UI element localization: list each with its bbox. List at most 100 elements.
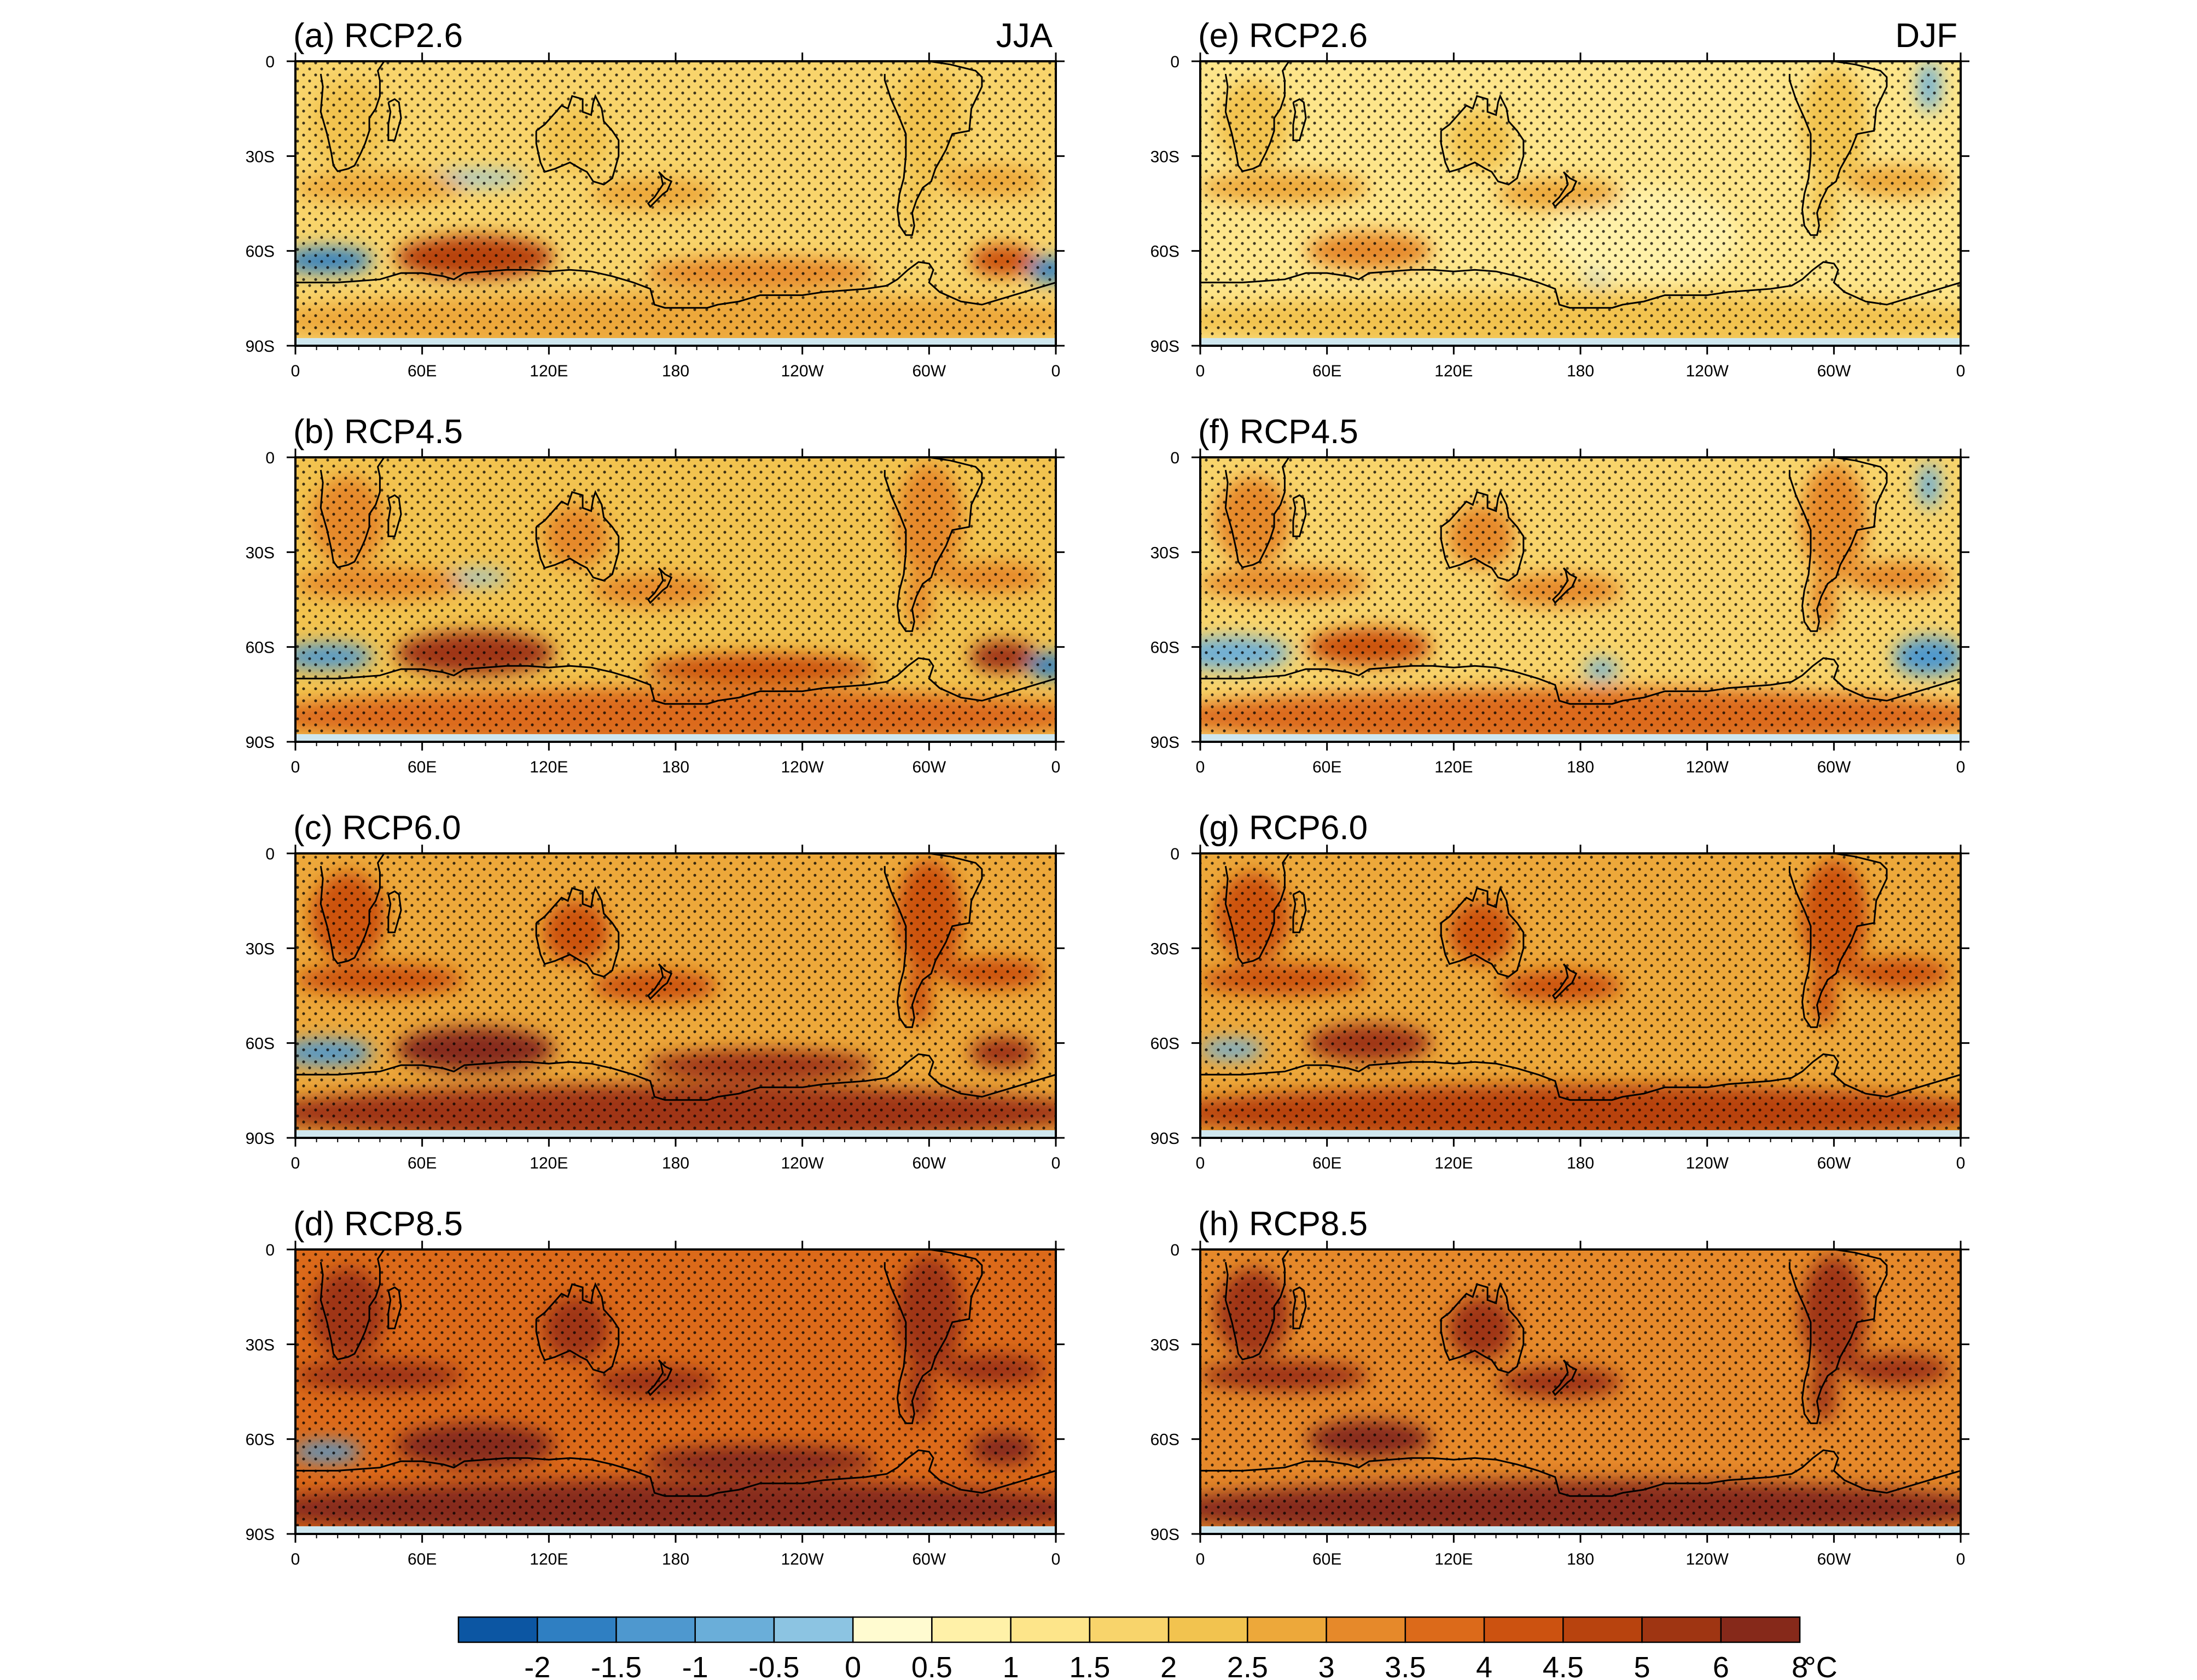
colorbar-swatch — [694, 1616, 775, 1643]
map-field — [1200, 457, 1961, 742]
colorbar-swatch — [615, 1616, 696, 1643]
coastline-africa — [1224, 457, 1290, 568]
coastline-australia — [535, 886, 620, 978]
lon-tick-label: 60E — [408, 758, 437, 776]
panel-title: (g) RCP6.0 — [1198, 809, 1368, 847]
colorbar-swatch — [1089, 1616, 1170, 1643]
colorbar-label: 2 — [1160, 1651, 1177, 1680]
lat-tick-label: 60S — [1150, 1035, 1179, 1053]
colorbar-label: 5 — [1634, 1651, 1650, 1680]
polar-edge — [295, 734, 1056, 742]
coastline-antarctica — [295, 261, 1056, 309]
colorbar-swatch — [1483, 1616, 1564, 1643]
colorbar-swatch — [1167, 1616, 1248, 1643]
lat-tick-label: 60S — [246, 1431, 275, 1449]
colorbar-swatch — [1404, 1616, 1485, 1643]
colorbar-label: 1 — [1003, 1651, 1019, 1680]
lon-tick-label: 120W — [781, 758, 824, 776]
lat-tick-label: 0 — [265, 1241, 275, 1259]
lat-tick-label: 30S — [246, 1336, 275, 1354]
coastline-samerica — [1788, 457, 1888, 632]
coastline-nz — [1551, 171, 1578, 208]
map-field — [295, 457, 1056, 742]
coastline-africa — [1224, 853, 1290, 964]
lon-tick-label: 180 — [1567, 758, 1594, 776]
lon-tick-label: 0 — [1956, 362, 1966, 380]
panel-d: 0 60E 120E 180 120W 60W 0 0 30S 60S 90S (d) RCP8.5 — [246, 1205, 1065, 1568]
lon-tick-label: 60E — [1312, 758, 1341, 776]
colorbar-label: 8 — [1792, 1651, 1808, 1680]
coastline-samerica — [1788, 853, 1888, 1028]
lon-tick-label: 120E — [530, 1154, 568, 1172]
lon-tick-label: 120E — [1434, 1154, 1473, 1172]
coastline-madagascar — [387, 494, 402, 537]
coastline-nz — [1551, 963, 1578, 1001]
lon-tick-label: 0 — [291, 1154, 300, 1172]
coastline-australia — [1440, 886, 1525, 978]
panel-c: 0 60E 120E 180 120W 60W 0 0 30S 60S 90S (c) RCP6.0 — [246, 809, 1065, 1172]
colorbar-label: 6 — [1713, 1651, 1729, 1680]
lon-tick-label: 0 — [1956, 1154, 1966, 1172]
panel-e: 0 60E 120E 180 120W 60W 0 0 30S 60S 90S (e) RCP2.6 D… — [1150, 17, 1969, 380]
colorbar-swatch — [852, 1616, 933, 1643]
lon-tick-label: 60W — [912, 362, 946, 380]
panel-f: 0 60E 120E 180 120W 60W 0 0 30S 60S 90S (f) RCP4.5 — [1150, 413, 1969, 776]
coastline-samerica — [884, 457, 983, 632]
lon-tick-label: 180 — [662, 362, 689, 380]
colorbar-label: -1.5 — [591, 1651, 642, 1680]
coastline-antarctica — [295, 657, 1056, 705]
lat-tick-label: 90S — [1150, 1526, 1179, 1544]
lon-tick-label: 60W — [912, 1154, 946, 1172]
season-label: JJA — [996, 17, 1053, 55]
lon-tick-label: 120E — [1434, 362, 1473, 380]
coastline-antarctica — [295, 1053, 1056, 1101]
coastline-madagascar — [1292, 1286, 1307, 1329]
coastline-samerica — [884, 1249, 983, 1425]
significance-stipple — [295, 61, 1056, 338]
lon-tick-label: 0 — [1051, 758, 1061, 776]
panel-b: 0 60E 120E 180 120W 60W 0 0 30S 60S 90S (b) RCP4.5 — [246, 413, 1065, 776]
lat-tick-label: 30S — [246, 940, 275, 958]
lon-tick-label: 0 — [1051, 362, 1061, 380]
lat-tick-label: 0 — [265, 845, 275, 863]
coastline-africa — [319, 853, 385, 964]
significance-stipple — [1200, 457, 1961, 734]
panel-title: (b) RCP4.5 — [293, 413, 463, 451]
lat-tick-label: 60S — [1150, 639, 1179, 657]
colorbar-swatch — [773, 1616, 854, 1643]
coastline-antarctica — [295, 1449, 1056, 1497]
lon-tick-label: 120E — [1434, 758, 1473, 776]
lat-tick-label: 90S — [246, 734, 275, 752]
map-field — [1200, 61, 1961, 346]
colorbar-swatch — [1720, 1616, 1801, 1643]
colorbar-swatch — [1326, 1616, 1406, 1643]
colorbar-label: 4 — [1476, 1651, 1492, 1680]
lat-tick-label: 0 — [1170, 449, 1179, 467]
lon-tick-label: 120W — [781, 1550, 824, 1568]
coastline-africa — [319, 61, 385, 172]
coastline-samerica — [884, 853, 983, 1028]
lon-tick-label: 180 — [662, 1550, 689, 1568]
lat-tick-label: 90S — [246, 338, 275, 356]
colorbar: -2 -1.5 -1 -0.5 0 0.5 1 1.5 2 2.5 3 3.5 4 4.5 5 6 8°C — [457, 1616, 1838, 1680]
coastline-samerica — [884, 61, 983, 236]
map-field — [295, 1249, 1056, 1534]
lon-tick-label: 180 — [662, 1154, 689, 1172]
panel-title: (a) RCP2.6 — [293, 17, 463, 55]
coastline-antarctica — [1200, 1449, 1961, 1497]
colorbar-unit: °C — [1804, 1651, 1838, 1680]
significance-stipple — [1200, 61, 1961, 338]
season-label: DJF — [1895, 17, 1957, 55]
colorbar-swatch — [1010, 1616, 1091, 1643]
colorbar-swatch — [1562, 1616, 1643, 1643]
lon-tick-label: 60W — [912, 1550, 946, 1568]
panel-a: 0 60E 120E 180 120W 60W 0 0 30S 60S 90S (a) RCP2.6 J… — [246, 17, 1065, 380]
lon-tick-label: 60W — [912, 758, 946, 776]
lon-tick-label: 0 — [1196, 1154, 1205, 1172]
lon-tick-label: 120E — [530, 758, 568, 776]
significance-stipple — [295, 1249, 1056, 1526]
lon-tick-label: 0 — [1196, 758, 1205, 776]
panel-title: (h) RCP8.5 — [1198, 1205, 1368, 1243]
lon-tick-label: 120W — [1685, 758, 1729, 776]
